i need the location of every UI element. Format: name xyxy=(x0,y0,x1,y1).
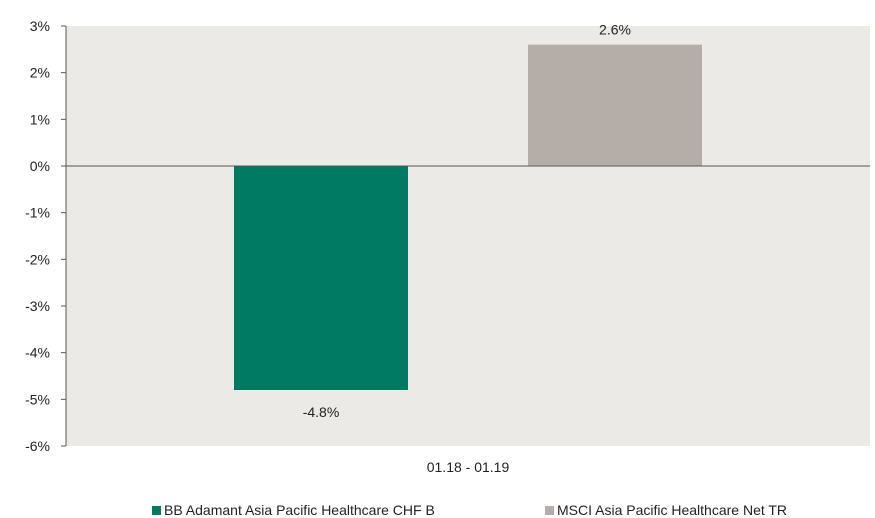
legend-label: MSCI Asia Pacific Healthcare Net TR xyxy=(557,502,788,518)
y-axis-ticks: 3% 2% 1% 0% -1% -2% -3% -4% -5% -6% xyxy=(25,18,66,454)
y-tick-label: -4% xyxy=(25,345,50,361)
y-tick-label: -2% xyxy=(25,251,50,267)
legend-item: BB Adamant Asia Pacific Healthcare CHF B xyxy=(152,502,435,518)
legend-label: BB Adamant Asia Pacific Healthcare CHF B xyxy=(164,502,435,518)
bars: -4.8% 2.6% xyxy=(234,22,702,420)
bar-index xyxy=(528,44,702,166)
legend-swatch xyxy=(152,505,161,515)
bar-fund xyxy=(234,166,408,390)
x-axis-labels: 01.18 - 01.19 xyxy=(427,459,510,475)
plot-area xyxy=(66,26,870,446)
y-tick-label: 0% xyxy=(30,158,50,174)
x-category-label: 01.18 - 01.19 xyxy=(427,459,510,475)
y-tick-label: 1% xyxy=(30,111,50,127)
legend-swatch xyxy=(545,505,554,515)
legend-item: MSCI Asia Pacific Healthcare Net TR xyxy=(545,502,787,518)
y-tick-label: -3% xyxy=(25,298,50,314)
bar-chart: 3% 2% 1% 0% -1% -2% -3% -4% -5% -6% -4.8% 2.6% 01.… xyxy=(25,18,870,475)
legend: BB Adamant Asia Pacific Healthcare CHF B… xyxy=(0,500,875,518)
y-tick-label: -1% xyxy=(25,205,50,221)
y-tick-label: 2% xyxy=(30,65,50,81)
y-tick-label: -5% xyxy=(25,391,50,407)
bar-value-label: -4.8% xyxy=(303,404,340,420)
bar-value-label: 2.6% xyxy=(599,22,631,38)
y-tick-label: -6% xyxy=(25,438,50,454)
y-tick-label: 3% xyxy=(30,18,50,34)
